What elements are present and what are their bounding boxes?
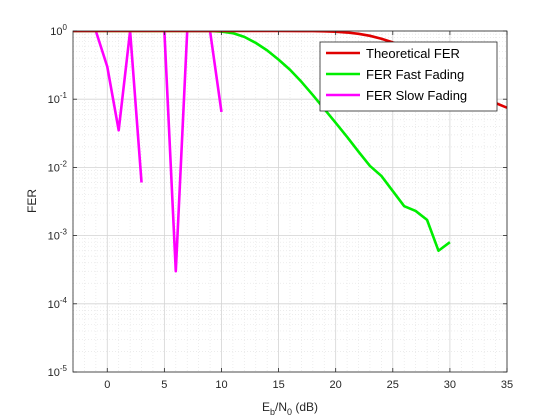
y-tick-label: 10-4	[48, 296, 68, 311]
plot-frame	[72, 30, 508, 373]
y-tick-label: 10-5	[48, 364, 68, 379]
x-tick-label: 5	[161, 379, 167, 391]
legend-label: FER Fast Fading	[366, 67, 464, 82]
series-line-fer-slow-fading	[163, 31, 223, 273]
series-line-fer-slow-fading	[73, 31, 143, 183]
legend: Theoretical FER FER Fast Fading FER Slow F…	[319, 41, 498, 112]
x-axis-label: Eb/N0 (dB)	[262, 400, 318, 417]
y-tick-label: 10-3	[48, 228, 68, 243]
y-axis-label: FER	[25, 189, 39, 213]
y-tick-label: 100	[50, 23, 67, 38]
x-tick-label: 20	[330, 379, 342, 391]
y-ticks: 100 10-1 10-2 10-3 10-4 10-5	[48, 23, 507, 379]
legend-label: FER Slow Fading	[366, 88, 467, 103]
x-tick-label: 35	[501, 379, 513, 391]
x-tick-label: 15	[272, 379, 284, 391]
y-tick-label: 10-1	[48, 91, 68, 106]
x-tick-label: 0	[104, 379, 110, 391]
legend-label: Theoretical FER	[366, 46, 460, 61]
y-tick-label: 10-2	[48, 159, 68, 174]
x-tick-label: 10	[215, 379, 227, 391]
x-tick-label: 30	[444, 379, 456, 391]
x-tick-label: 25	[387, 379, 399, 391]
x-ticks: 0 5 10 15 20 25 30 35	[104, 31, 513, 391]
